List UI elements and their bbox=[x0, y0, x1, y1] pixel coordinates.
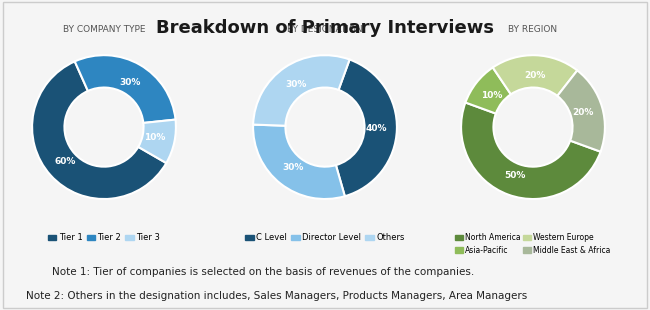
Legend: Tier 1, Tier 2, Tier 3: Tier 1, Tier 2, Tier 3 bbox=[45, 230, 163, 246]
Text: 20%: 20% bbox=[572, 108, 593, 117]
Legend: C Level, Director Level, Others: C Level, Director Level, Others bbox=[242, 230, 408, 246]
Text: 30%: 30% bbox=[119, 78, 140, 87]
Wedge shape bbox=[253, 55, 350, 126]
Legend: North America, Asia-Pacific, Western Europe, Middle East & Africa: North America, Asia-Pacific, Western Eur… bbox=[452, 230, 614, 258]
Text: 20%: 20% bbox=[524, 71, 545, 80]
Text: Note 1: Tier of companies is selected on the basis of revenues of the companies.: Note 1: Tier of companies is selected on… bbox=[52, 267, 474, 277]
Text: 30%: 30% bbox=[283, 163, 304, 172]
Text: Breakdown of Primary Interviews: Breakdown of Primary Interviews bbox=[156, 19, 494, 37]
Wedge shape bbox=[253, 125, 344, 199]
Wedge shape bbox=[557, 70, 605, 152]
Text: Note 2: Others in the designation includes, Sales Managers, Products Managers, A: Note 2: Others in the designation includ… bbox=[26, 291, 527, 301]
Wedge shape bbox=[461, 103, 601, 199]
Title: BY REGION: BY REGION bbox=[508, 24, 558, 34]
Wedge shape bbox=[493, 55, 577, 96]
Text: 60%: 60% bbox=[55, 157, 76, 166]
Text: 50%: 50% bbox=[504, 171, 526, 180]
Text: 30%: 30% bbox=[285, 80, 307, 89]
Wedge shape bbox=[336, 60, 397, 196]
Wedge shape bbox=[32, 61, 166, 199]
Title: BY DESIGNATION: BY DESIGNATION bbox=[287, 24, 363, 34]
Text: 10%: 10% bbox=[482, 91, 503, 100]
Wedge shape bbox=[138, 120, 176, 163]
Title: BY COMPANY TYPE: BY COMPANY TYPE bbox=[63, 24, 145, 34]
Text: 40%: 40% bbox=[366, 124, 387, 133]
Wedge shape bbox=[465, 68, 511, 113]
Text: 10%: 10% bbox=[144, 133, 165, 142]
Wedge shape bbox=[75, 55, 176, 123]
